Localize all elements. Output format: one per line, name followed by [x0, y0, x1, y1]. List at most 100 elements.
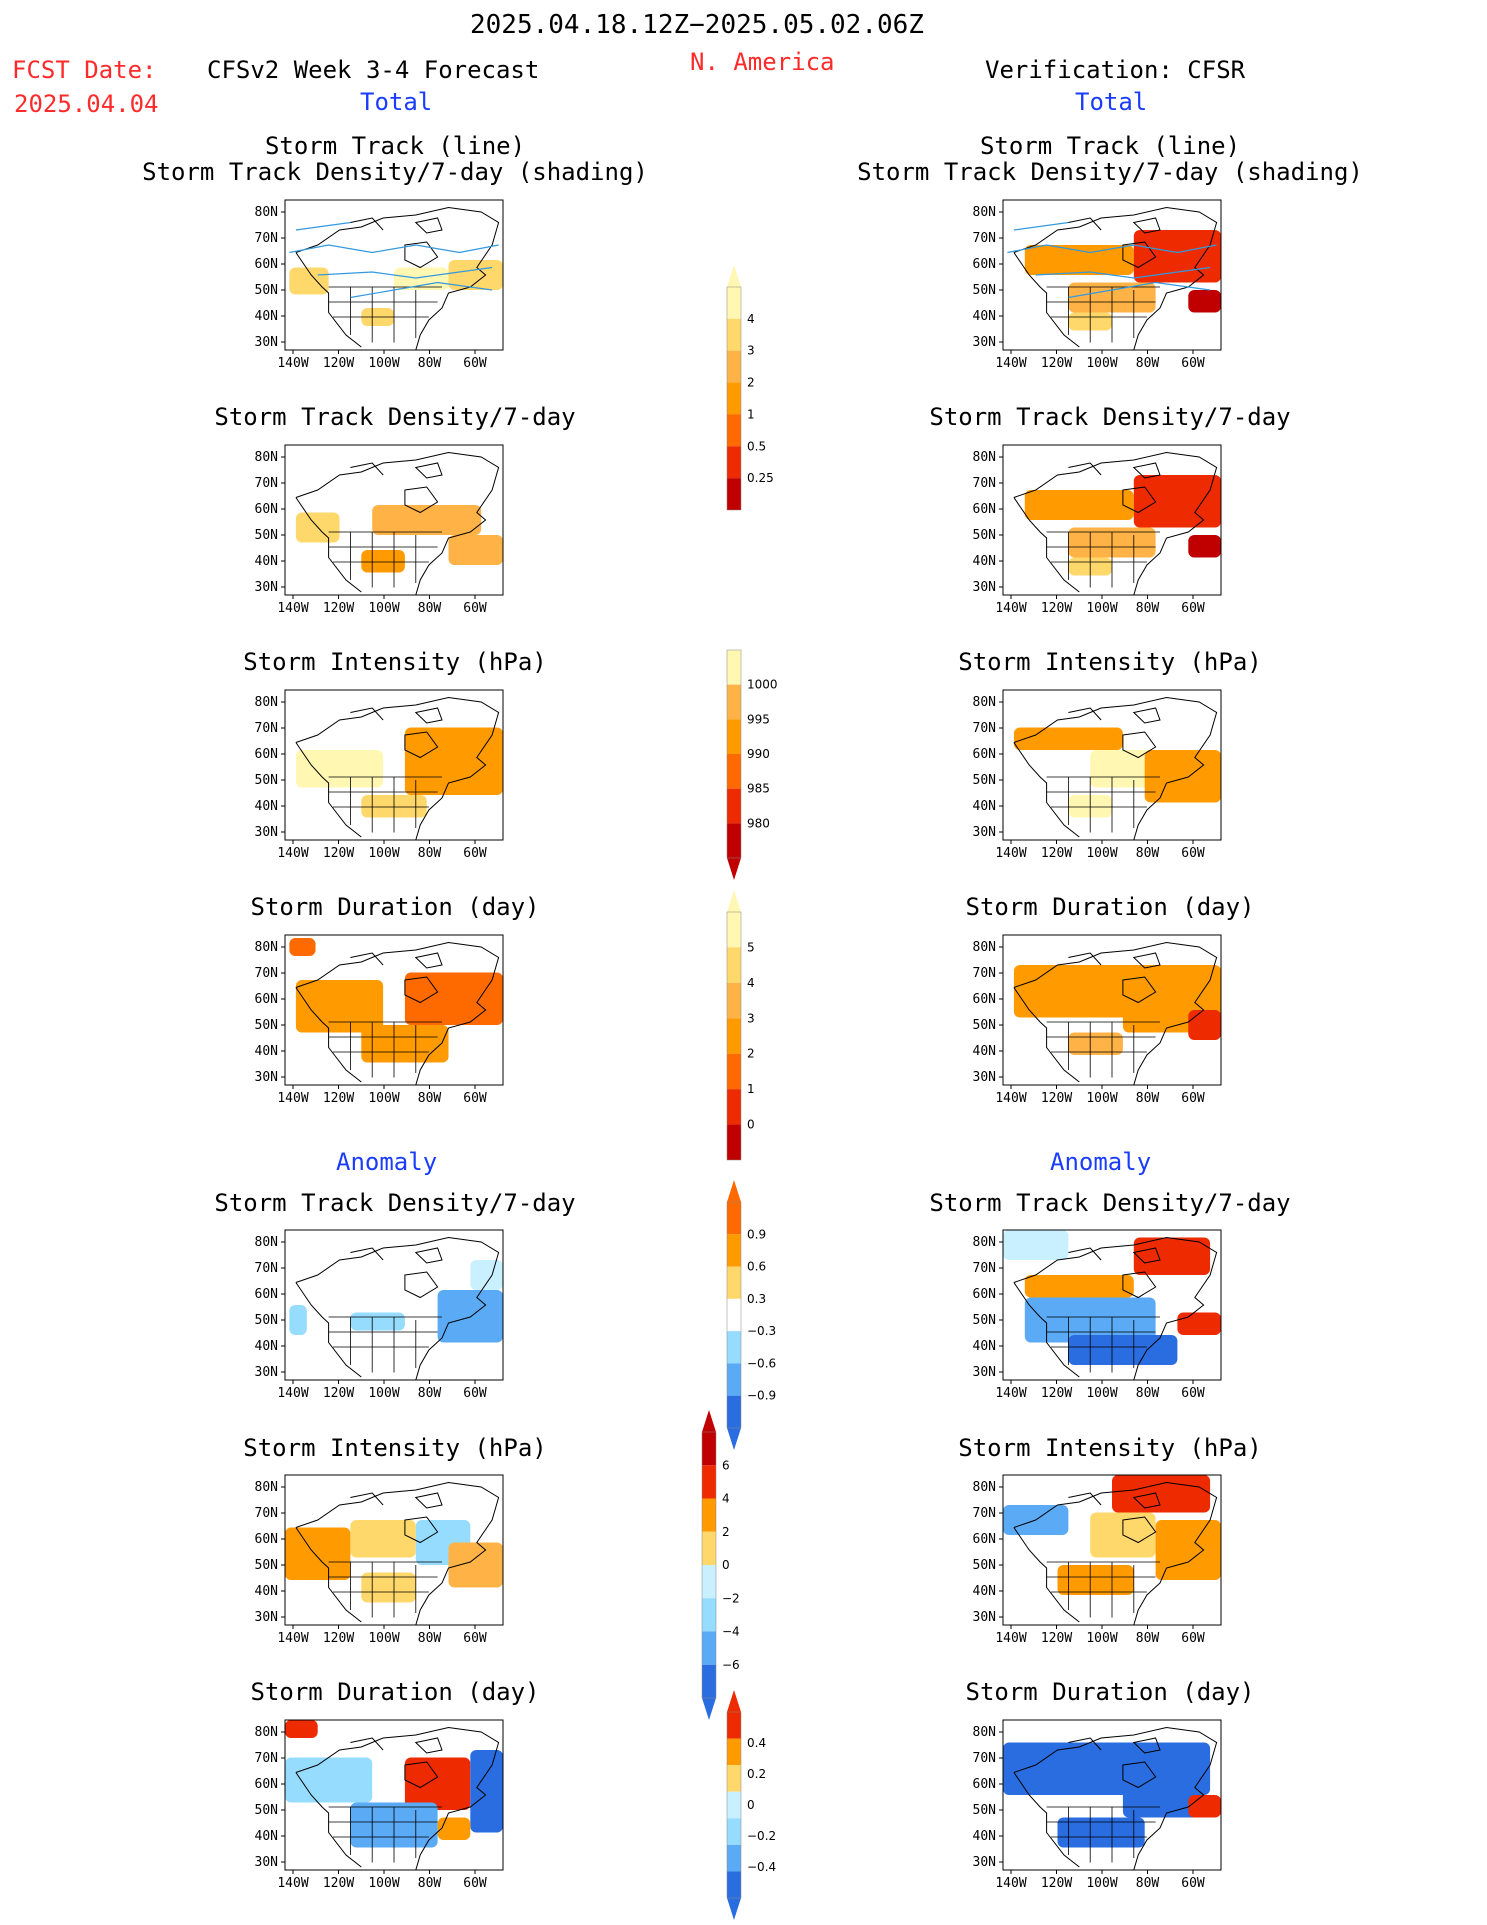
coastline — [1013, 1236, 1218, 1381]
colorbar-tick-label: 6 — [722, 1458, 730, 1472]
map-density-cfsr: 80N 70N 60N 50N 40N 30N 140W 120W 100W 80W 60W — [943, 440, 1251, 625]
lon-label: 120W — [323, 356, 354, 371]
shading-region — [1068, 1335, 1178, 1365]
state-borders — [1046, 1021, 1160, 1078]
colorbar-segment — [727, 684, 741, 720]
lon-label: 140W — [277, 1631, 308, 1646]
colorbar-segment — [702, 1465, 716, 1499]
hudson-bay-outline — [350, 707, 443, 759]
colorbar-tick-label: 0.4 — [747, 1736, 766, 1750]
colorbar-segment — [727, 1765, 741, 1792]
colorbar-segment — [727, 1331, 741, 1364]
lon-label: 120W — [1041, 601, 1072, 616]
colorbar-density-anomaly: 0.9 0.6 0.3 −0.3 −0.6 −0.9 — [725, 1180, 795, 1450]
colorbar-tick-label: 3 — [747, 344, 755, 358]
map-intensity-forecast: 80N 70N 60N 50N 40N 30N 140W 120W 100W 80W 60W — [225, 685, 533, 870]
lat-label: 50N — [973, 1018, 996, 1033]
colorbar-segment — [727, 1266, 741, 1299]
shading-region — [350, 1312, 405, 1331]
lat-label: 30N — [973, 1070, 996, 1085]
lon-label: 140W — [995, 1876, 1026, 1891]
shading-region — [1133, 475, 1221, 528]
forecast-period: 2025.04.18.12Z−2025.05.02.06Z — [470, 10, 924, 40]
lat-label: 50N — [255, 528, 278, 543]
state-borders — [328, 776, 442, 833]
colorbar-segment — [727, 982, 741, 1019]
map-intensity-anom-forecast: 80N 70N 60N 50N 40N 30N 140W 120W 100W 80W 60W — [225, 1470, 533, 1655]
map-intensity-cfsr: 80N 70N 60N 50N 40N 30N 140W 120W 100W 80W 60W — [943, 685, 1251, 870]
map-frame — [284, 934, 504, 1086]
lon-label: 80W — [418, 846, 442, 861]
lon-label: 80W — [418, 601, 442, 616]
lat-label: 40N — [973, 1584, 996, 1599]
lat-label: 30N — [973, 1365, 996, 1380]
shading-region — [1024, 1275, 1134, 1298]
lon-label: 120W — [1041, 356, 1072, 371]
lon-label: 120W — [1041, 846, 1072, 861]
colorbar-duration-anomaly: 0.4 0.2 0 −0.2 −0.4 — [725, 1690, 795, 1920]
lon-label: 60W — [1181, 1091, 1205, 1106]
shading-region — [1144, 750, 1221, 803]
lat-label: 70N — [973, 1261, 996, 1276]
lat-label: 40N — [973, 799, 996, 814]
state-borders — [1046, 776, 1160, 833]
lon-label: 80W — [1136, 356, 1160, 371]
lon-label: 100W — [368, 356, 399, 371]
lon-label: 140W — [277, 1091, 308, 1106]
map-density-anom-forecast: 80N 70N 60N 50N 40N 30N 140W 120W 100W 80W 60W — [225, 1225, 533, 1410]
colorbar-segment — [727, 1844, 741, 1872]
hudson-bay-outline — [350, 217, 443, 269]
colorbar-segment — [727, 1363, 741, 1396]
lat-label: 60N — [255, 1287, 278, 1302]
lat-label: 70N — [255, 231, 278, 246]
colorbar-segment — [727, 788, 741, 824]
shading-region — [404, 972, 503, 1025]
lat-label: 30N — [973, 580, 996, 595]
total-label-left: Total — [360, 88, 433, 116]
shading-region — [289, 267, 329, 295]
lon-label: 60W — [1181, 846, 1205, 861]
lat-label: 80N — [973, 940, 996, 955]
lon-label: 60W — [1181, 1631, 1205, 1646]
lat-label: 40N — [973, 309, 996, 324]
colorbar-tick-label: 4 — [747, 312, 755, 326]
lat-label: 30N — [255, 1070, 278, 1085]
lon-label: 80W — [418, 356, 442, 371]
lat-label: 50N — [973, 773, 996, 788]
shading-region — [1013, 965, 1134, 1018]
lat-label: 60N — [973, 502, 996, 517]
shading-region — [437, 1290, 503, 1343]
coastline — [295, 1236, 500, 1381]
colorbar-segment — [727, 1791, 741, 1819]
lat-label: 70N — [255, 1261, 278, 1276]
fcst-date-value: 2025.04.04 — [14, 90, 159, 118]
lon-label: 100W — [1086, 1876, 1117, 1891]
coastline — [295, 206, 500, 351]
colorbar-tick-label: 0 — [747, 1118, 755, 1132]
map-frame — [1002, 934, 1222, 1086]
colorbar-segment — [727, 1053, 741, 1090]
colorbar-segment — [727, 446, 741, 479]
title-duration-right: Storm Duration (day) — [965, 893, 1255, 921]
lon-label: 140W — [995, 601, 1026, 616]
lon-label: 120W — [323, 1876, 354, 1891]
model-title: CFSv2 Week 3-4 Forecast — [207, 56, 540, 84]
shading-region — [285, 1527, 351, 1580]
shading-region — [1155, 1520, 1221, 1580]
lon-label: 80W — [1136, 1631, 1160, 1646]
lat-label: 60N — [255, 1532, 278, 1547]
lat-label: 70N — [973, 476, 996, 491]
colorbar-segment — [727, 1871, 741, 1898]
lat-label: 40N — [255, 1044, 278, 1059]
lat-label: 70N — [973, 231, 996, 246]
colorbar-segment — [727, 414, 741, 447]
coastline — [1013, 1726, 1218, 1871]
lat-label: 50N — [973, 283, 996, 298]
colorbar-segment — [702, 1565, 716, 1599]
shading-region — [1188, 1795, 1221, 1818]
lon-label: 100W — [1086, 1386, 1117, 1401]
colorbar-segment — [702, 1598, 716, 1632]
lon-label: 120W — [323, 1386, 354, 1401]
shading-region — [1188, 1010, 1221, 1040]
lat-label: 80N — [973, 1235, 996, 1250]
